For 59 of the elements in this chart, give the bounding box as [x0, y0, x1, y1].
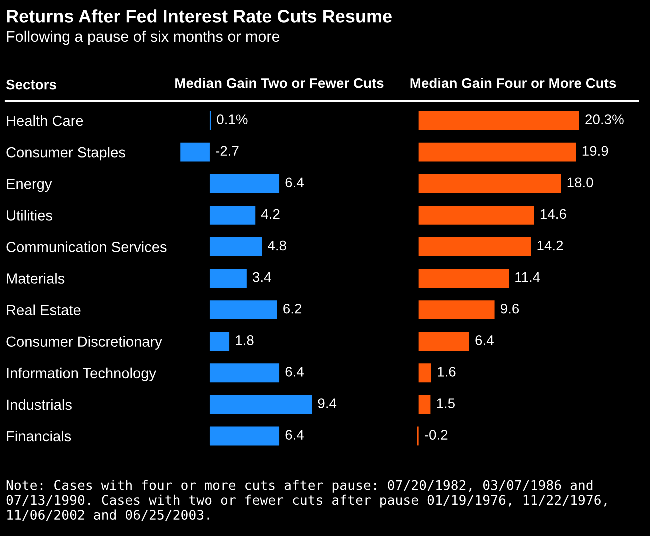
- bar: [180, 142, 210, 162]
- data-label: 3.4: [253, 272, 272, 282]
- bar: [418, 300, 495, 320]
- bar: [210, 206, 256, 225]
- bar: [418, 237, 532, 256]
- bar: [210, 237, 262, 256]
- data-label: 6.4: [286, 430, 304, 440]
- y-tick-label: Information Technology: [7, 368, 156, 382]
- y-tick-label: Industrials: [7, 399, 72, 410]
- bar: [210, 364, 280, 383]
- bar: [418, 111, 580, 130]
- bar: [210, 174, 280, 194]
- data-label: 1.6: [438, 367, 456, 377]
- bar: [418, 332, 470, 352]
- y-axis-title: Sectors: [6, 80, 56, 90]
- bar: [418, 364, 432, 383]
- bar: [210, 332, 230, 352]
- bar: [418, 395, 431, 414]
- y-tick-label: Consumer Discretionary: [6, 336, 162, 350]
- y-tick-label: Communication Services: [6, 242, 167, 252]
- bar: [418, 206, 534, 225]
- data-label: 9.6: [500, 304, 520, 314]
- data-label: 19.9: [582, 146, 608, 156]
- data-label: 9.4: [318, 398, 337, 408]
- x-axis-title: Median Gain Two or Fewer Cuts: [176, 78, 384, 88]
- data-label: 6.2: [284, 304, 302, 314]
- y-tick-label: Real Estate: [7, 304, 81, 316]
- y-tick-label: Health Care: [7, 115, 84, 126]
- bar: [210, 269, 247, 288]
- data-label: 14.6: [540, 209, 566, 220]
- data-label: 6.4: [286, 367, 304, 377]
- bar: [210, 426, 280, 446]
- data-label: 0.1%: [217, 114, 248, 124]
- y-tick-label: Consumer Staples: [6, 147, 126, 161]
- x-axis-title: Median Gain Four or More Cuts: [410, 78, 616, 88]
- y-tick-label: Energy: [7, 179, 52, 192]
- y-tick-label: Financials: [7, 430, 72, 442]
- bar: [418, 142, 576, 162]
- data-label: 4.2: [261, 209, 280, 219]
- data-label: 20.3%: [586, 114, 624, 124]
- data-label: 18.0: [568, 178, 594, 188]
- y-tick-label: Utilities: [7, 210, 52, 221]
- data-label: 11.4: [516, 272, 540, 282]
- data-label: -2.7: [216, 146, 239, 156]
- y-tick-label: Materials: [7, 273, 65, 284]
- text: Note: Cases with four or more cuts after pause: 07/20/1982, 03/07/1986 and 07/13/1990. Cases with two or fewer cuts after pause 01/19/1976, 11/22/1976, 11/06/2002 and 06/25/2003.: [6, 480, 607, 522]
- data-label: 1.8: [236, 335, 254, 346]
- data-label: 4.8: [268, 240, 286, 251]
- chart-subtitle: Following a pause of six months or more: [7, 30, 280, 46]
- bar: [210, 300, 278, 320]
- chart-title: Returns After Fed Interest Rate Cuts Resume: [7, 10, 392, 23]
- bar: [210, 395, 312, 414]
- bar: [418, 269, 510, 288]
- data-label: 6.4: [476, 335, 494, 346]
- bar: [418, 174, 562, 194]
- data-label: -0.2: [425, 430, 448, 440]
- data-label: 1.5: [437, 398, 455, 408]
- data-label: 14.2: [538, 240, 564, 251]
- data-label: 6.4: [286, 178, 304, 188]
